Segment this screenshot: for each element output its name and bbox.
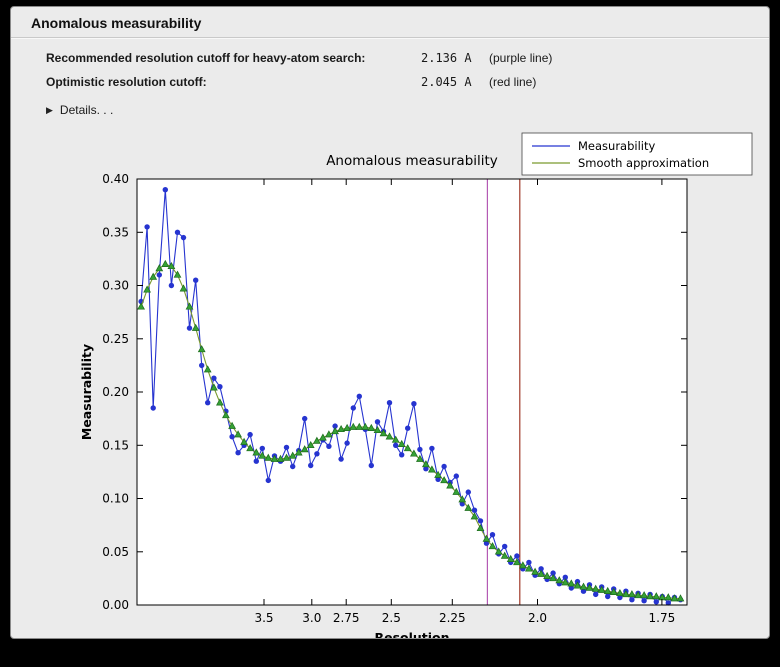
disclosure-triangle-icon[interactable]: ▶ xyxy=(46,104,53,115)
anomalous-measurability-panel: Anomalous measurability Recommended reso… xyxy=(10,6,770,639)
optimistic-cutoff-row: Optimistic resolution cutoff: 2.045 A (red… xyxy=(46,75,769,89)
svg-text:Measurability: Measurability xyxy=(578,139,655,153)
resolution-cutoff-info: Recommended resolution cutoff for heavy-… xyxy=(46,51,769,89)
svg-text:0.30: 0.30 xyxy=(102,279,129,293)
recommended-cutoff-value: 2.136 A xyxy=(421,51,472,65)
svg-text:0.35: 0.35 xyxy=(102,225,129,239)
svg-text:3.5: 3.5 xyxy=(254,611,273,625)
svg-text:2.0: 2.0 xyxy=(528,611,547,625)
svg-text:2.5: 2.5 xyxy=(382,611,401,625)
title-divider xyxy=(11,37,769,39)
svg-text:Measurability: Measurability xyxy=(79,344,94,440)
measurability-chart: 0.00 0.05 0.10 0.15 0.20 0.25 0.30 0.35 0.40 3.5 3… xyxy=(77,127,769,639)
svg-text:3.0: 3.0 xyxy=(302,611,321,625)
svg-text:Smooth approximation: Smooth approximation xyxy=(578,156,709,170)
recommended-cutoff-note: (purple line) xyxy=(489,51,553,65)
svg-text:0.00: 0.00 xyxy=(102,598,129,612)
svg-text:0.15: 0.15 xyxy=(102,438,129,452)
recommended-cutoff-row: Recommended resolution cutoff for heavy-… xyxy=(46,51,769,65)
page-title: Anomalous measurability xyxy=(31,15,202,31)
recommended-cutoff-label: Recommended resolution cutoff for heavy-… xyxy=(46,51,366,65)
svg-text:2.75: 2.75 xyxy=(333,611,360,625)
optimistic-cutoff-label: Optimistic resolution cutoff: xyxy=(46,75,207,89)
svg-text:1.75: 1.75 xyxy=(649,611,676,625)
details-label[interactable]: Details. . . xyxy=(59,103,114,117)
optimistic-cutoff-value: 2.045 A xyxy=(421,75,472,89)
svg-text:0.20: 0.20 xyxy=(102,385,129,399)
details-disclosure[interactable]: ▶ Details. . . xyxy=(46,103,769,117)
svg-text:0.25: 0.25 xyxy=(102,332,129,346)
svg-text:Anomalous measurability: Anomalous measurability xyxy=(326,153,498,169)
svg-text:0.40: 0.40 xyxy=(102,172,129,186)
svg-text:2.25: 2.25 xyxy=(439,611,466,625)
optimistic-cutoff-note: (red line) xyxy=(489,75,537,89)
svg-text:0.10: 0.10 xyxy=(102,492,129,506)
svg-text:Resolution: Resolution xyxy=(374,630,449,639)
svg-text:0.05: 0.05 xyxy=(102,545,129,559)
